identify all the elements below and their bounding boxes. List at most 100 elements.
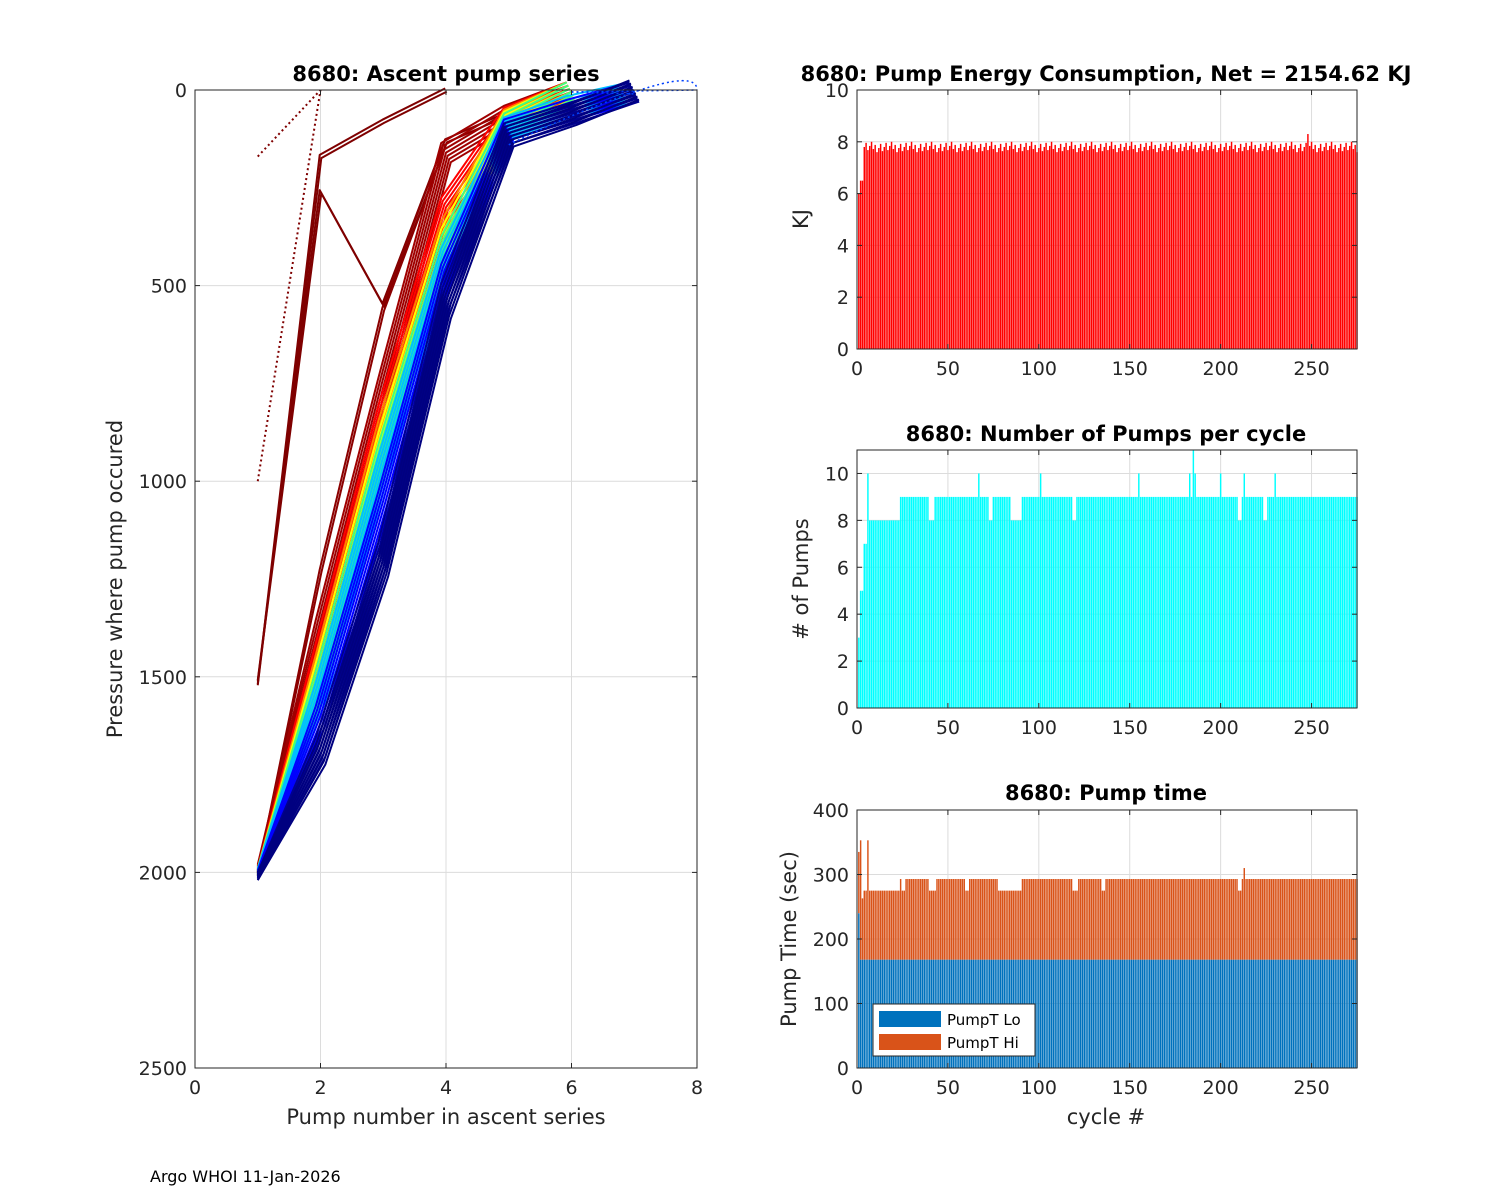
- pumps-bar: [874, 520, 876, 708]
- pumpt-lo-bar: [1072, 959, 1075, 1068]
- pumpt-lo-bar: [1150, 959, 1153, 1068]
- pumps-bar: [1330, 496, 1333, 708]
- energy-bar: [1030, 141, 1033, 349]
- energy-bar: [996, 152, 998, 349]
- x-tick-label: 50: [936, 717, 960, 739]
- pumpt-hi-bar: [921, 879, 924, 960]
- series-line: [256, 81, 630, 871]
- pumps-bar: [932, 520, 935, 708]
- energy-bar: [1005, 142, 1007, 349]
- energy-bar: [1287, 150, 1289, 349]
- legend-swatch-pumpt-lo: [879, 1011, 941, 1027]
- pumps-bar: [1052, 496, 1055, 708]
- pumps-bar: [1276, 496, 1278, 708]
- energy-bar: [987, 150, 989, 349]
- pumpt-lo-bar: [861, 959, 864, 1068]
- energy-bar: [1038, 148, 1040, 349]
- pumpt-hi-bar: [1058, 879, 1060, 960]
- energy-bar: [970, 141, 973, 349]
- x-tick-label: 150: [1112, 358, 1148, 380]
- energy-bar: [1301, 151, 1304, 349]
- pumpt-hi-bar: [1018, 890, 1020, 960]
- energy-bar: [1129, 145, 1131, 349]
- pumps-bar: [1241, 496, 1244, 708]
- pumps-bar: [1319, 496, 1322, 708]
- pumpt-hi-bar: [1165, 879, 1167, 960]
- pumps-bar: [1174, 496, 1176, 708]
- energy-bar: [1274, 144, 1276, 349]
- pumpt-hi-bar: [1354, 879, 1356, 960]
- energy-bar: [1252, 149, 1255, 349]
- pumpt-hi-bar: [1003, 890, 1005, 960]
- y-tick-label: 0: [175, 80, 187, 102]
- energy-bar: [1194, 144, 1196, 349]
- pumpt-lo-bar: [1218, 959, 1220, 1068]
- pumps-bar: [1312, 496, 1315, 708]
- pumpt-lo-bar: [1279, 959, 1282, 1068]
- pumpt-hi-bar: [1281, 879, 1284, 960]
- pumpt-hi-bar: [1069, 879, 1071, 960]
- pumps-bar: [1112, 496, 1115, 708]
- pumpt-lo-bar: [1089, 959, 1091, 1068]
- pumpt-hi-bar: [1309, 879, 1311, 960]
- energy-bar: [861, 180, 864, 349]
- energy-bar: [1029, 145, 1031, 349]
- pumps-bar: [892, 520, 895, 708]
- energy-bar: [1283, 146, 1285, 349]
- pumps-bar: [1194, 473, 1196, 708]
- energy-bar: [1012, 149, 1015, 349]
- pumpt-lo-bar: [1350, 959, 1353, 1068]
- x-tick-label: 50: [936, 1077, 960, 1099]
- pumpt-hi-bar: [1252, 879, 1255, 960]
- energy-bar: [963, 146, 965, 349]
- energy-bar: [1067, 150, 1069, 349]
- pumpt-hi-bar: [874, 890, 876, 960]
- pumpt-lo-bar: [1272, 959, 1275, 1068]
- pumpt-lo-bar: [1159, 959, 1162, 1068]
- energy-bar: [956, 152, 958, 349]
- pumpt-hi-bar: [1114, 879, 1116, 960]
- pumpt-hi-bar: [907, 879, 909, 960]
- pumpt-hi-bar: [1329, 879, 1331, 960]
- pumps-bar: [1063, 496, 1065, 708]
- pumps-bar: [1067, 496, 1069, 708]
- pumps-bar: [903, 496, 905, 708]
- y-tick-label: 10: [825, 463, 849, 485]
- pumpt-hi-bar: [961, 879, 964, 960]
- energy-bar: [1039, 143, 1042, 349]
- pumps-bar: [998, 496, 1000, 708]
- pumpt-lo-bar: [1059, 959, 1062, 1068]
- energy-bar: [1339, 143, 1342, 349]
- energy-bar: [930, 141, 933, 349]
- pumpt-lo-bar: [1207, 959, 1209, 1068]
- pumps-bar: [887, 520, 889, 708]
- pumps-bar: [929, 520, 931, 708]
- energy-bar: [1045, 142, 1047, 349]
- pumpt-hi-bar: [1207, 879, 1209, 960]
- pumpt-lo-bar: [1049, 959, 1051, 1068]
- pumpt-lo-bar: [1176, 959, 1178, 1068]
- series-line: [256, 81, 568, 869]
- x-tick-label: 2: [314, 1077, 326, 1099]
- y-tick-label: 1000: [139, 471, 187, 493]
- energy-bar: [1063, 146, 1065, 349]
- y-tick-label: 8: [837, 510, 849, 532]
- y-tick-label: 500: [151, 276, 187, 298]
- pumpt-hi-bar: [1287, 879, 1289, 960]
- pumpt-hi-bar: [1274, 879, 1276, 960]
- pumpt-hi-bar: [859, 840, 862, 960]
- pumpt-lo-bar: [1185, 959, 1187, 1068]
- pumpt-lo-bar: [1116, 959, 1118, 1068]
- pumpt-lo-bar: [1199, 959, 1202, 1068]
- pumpt-hi-bar: [981, 879, 984, 960]
- pumpt-hi-bar: [952, 879, 955, 960]
- pumps-bar: [1272, 496, 1275, 708]
- energy-bar: [1216, 152, 1218, 349]
- pumps-bar: [949, 496, 951, 708]
- pumpt-hi-bar: [1279, 879, 1282, 960]
- pumps-bar: [1341, 496, 1344, 708]
- pumpt-lo-bar: [863, 959, 865, 1068]
- pumpt-hi-bar: [1176, 879, 1178, 960]
- series-line: [256, 81, 630, 873]
- pumpt-hi-bar: [1039, 879, 1042, 960]
